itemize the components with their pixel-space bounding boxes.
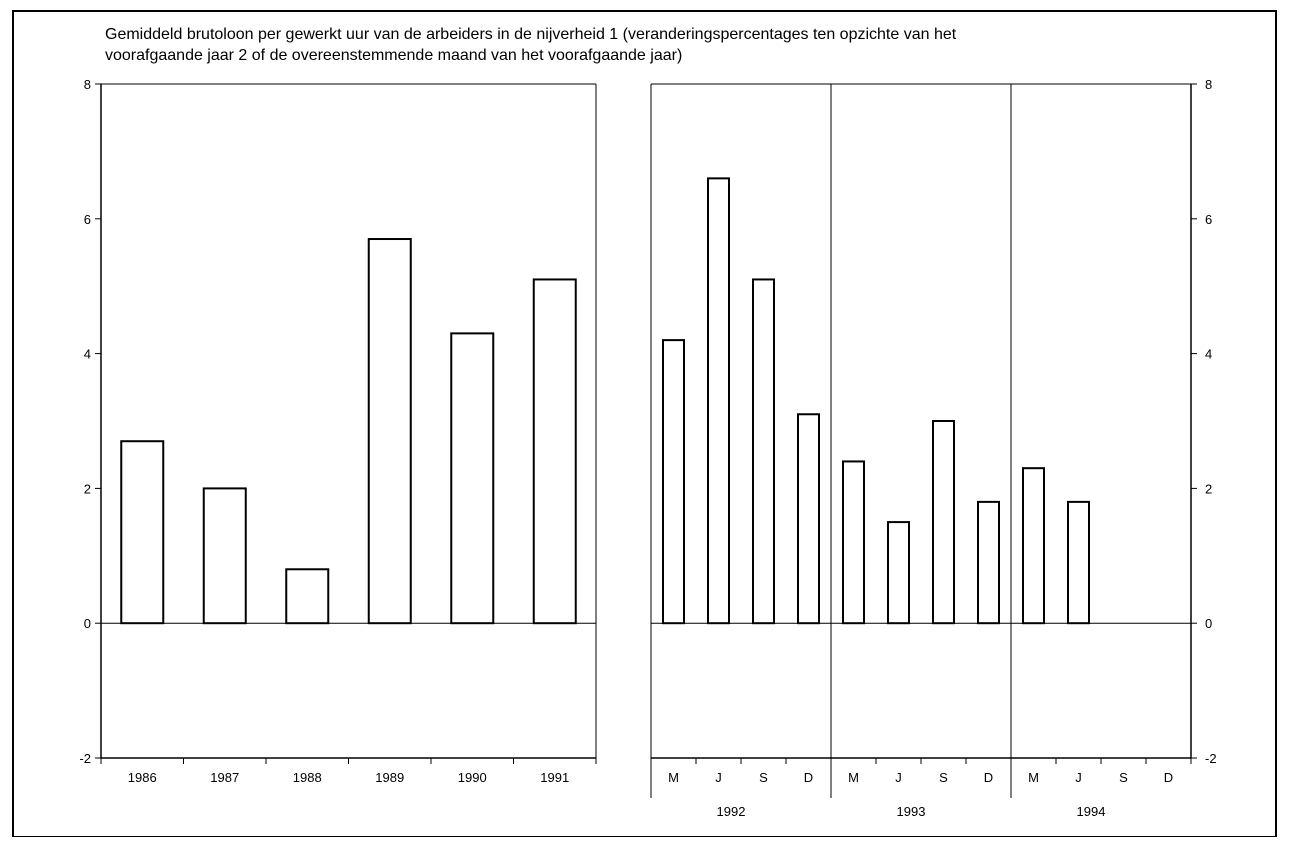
bar-1993-J [887, 521, 910, 625]
month-label-1993-D: D [984, 770, 993, 785]
month-label-1992-J: J [715, 770, 722, 785]
left-y-tick-label: 4 [84, 347, 91, 362]
x-tick-label-1991: 1991 [540, 770, 569, 785]
right-y-tick-label: 8 [1205, 77, 1212, 92]
bar-1993-M [842, 460, 865, 625]
bar-1986 [120, 440, 165, 625]
x-tick-label-1989: 1989 [375, 770, 404, 785]
year-label-1993: 1993 [897, 804, 926, 819]
left-y-tick-label: -2 [79, 751, 91, 766]
bar-1991 [532, 278, 577, 625]
right-y-tick-label: 6 [1205, 212, 1212, 227]
x-tick-label-1990: 1990 [458, 770, 487, 785]
year-label-1992: 1992 [717, 804, 746, 819]
month-label-1992-D: D [804, 770, 813, 785]
bar-1994-M [1022, 467, 1045, 625]
chart-title-line-2: voorafgaande jaar 2 of de overeenstemmen… [105, 47, 682, 64]
bar-1993-S [932, 420, 955, 625]
right-y-tick-label: 4 [1205, 347, 1212, 362]
bar-1992-M [662, 339, 685, 625]
left-chart-panel: -2 0 2 4 6 8 1986 1987 1988 1989 1990 1991 [79, 77, 597, 785]
month-label-1993-J: J [895, 770, 902, 785]
bar-1988 [285, 568, 330, 625]
left-y-tick-label: 0 [84, 616, 91, 631]
month-label-1992-S: S [759, 770, 768, 785]
month-label-1994-J: J [1075, 770, 1082, 785]
right-y-tick-label: 2 [1205, 481, 1212, 496]
year-label-1994: 1994 [1077, 804, 1106, 819]
month-label-1994-D: D [1164, 770, 1173, 785]
x-tick-label-1987: 1987 [210, 770, 239, 785]
bar-1989 [367, 238, 412, 625]
month-label-1992-M: M [668, 770, 679, 785]
bar-1992-S [752, 278, 775, 625]
bar-1992-J [707, 177, 730, 625]
x-tick-label-1988: 1988 [293, 770, 322, 785]
outer-border [12, 10, 1277, 838]
right-y-tick-label: 0 [1205, 616, 1212, 631]
month-label-1994-S: S [1119, 770, 1128, 785]
right-y-tick-label: -2 [1205, 751, 1217, 766]
left-y-tick-label: 2 [84, 481, 91, 496]
bar-1992-D [797, 413, 820, 625]
bar-1990 [450, 332, 495, 625]
month-label-1994-M: M [1028, 770, 1039, 785]
right-chart-panel: -2 0 2 4 6 8 M J S D 1992 M J S D 1993 M J S D 1994 [650, 77, 1217, 819]
month-label-1993-M: M [848, 770, 859, 785]
bar-1987 [202, 487, 247, 625]
bar-1993-D [977, 500, 1000, 625]
x-tick-label-1986: 1986 [128, 770, 157, 785]
bar-1994-J [1067, 500, 1090, 625]
left-y-tick-label: 8 [84, 77, 91, 92]
month-label-1993-S: S [939, 770, 948, 785]
left-y-tick-label: 6 [84, 212, 91, 227]
chart-title-line-1: Gemiddeld brutoloon per gewerkt uur van … [105, 26, 957, 43]
